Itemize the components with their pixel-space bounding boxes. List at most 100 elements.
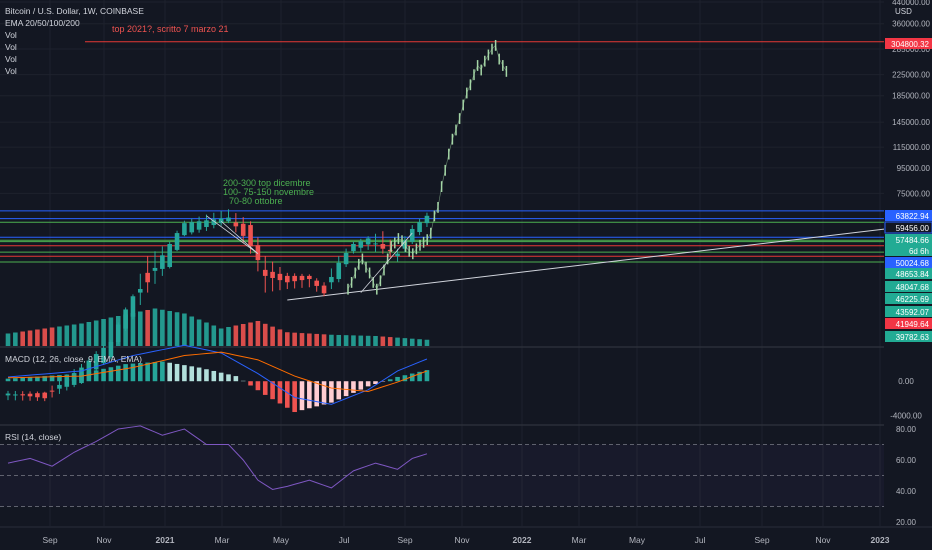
time-tick-label: 2023 bbox=[871, 535, 890, 545]
price-label-box bbox=[885, 331, 932, 342]
macd-histogram-bar bbox=[189, 366, 195, 382]
price-tick-label: 285000.00 bbox=[892, 45, 930, 54]
price-label-box bbox=[884, 221, 932, 234]
top-note-annotation[interactable]: top 2021?, scritto 7 marzo 21 bbox=[112, 24, 229, 34]
price-label-text: 41949.64 bbox=[896, 320, 930, 329]
macd-histogram-bar bbox=[152, 362, 158, 382]
price-label-text: 59456.00 bbox=[896, 224, 930, 233]
candle-body bbox=[329, 276, 334, 283]
drawing-lines[interactable] bbox=[206, 215, 259, 254]
time-tick-label: Mar bbox=[572, 535, 587, 545]
candle-body bbox=[42, 392, 48, 399]
macd-histogram-bar bbox=[262, 381, 268, 395]
volume-bar bbox=[79, 323, 84, 346]
candle-body bbox=[130, 296, 136, 317]
price-label-text: 48047.68 bbox=[896, 283, 930, 292]
macd-histogram-bar bbox=[71, 374, 77, 382]
candle-body bbox=[152, 267, 158, 271]
time-tick-label: May bbox=[273, 535, 290, 545]
volume-bar bbox=[42, 328, 48, 346]
volume-bar bbox=[182, 313, 187, 346]
volume-bar bbox=[218, 328, 224, 346]
target-annotation-3[interactable]: 70-80 ottobre bbox=[229, 196, 283, 206]
projection-path bbox=[347, 44, 507, 290]
main-legend: Bitcoin / U.S. Dollar, 1W, COINBASE EMA … bbox=[5, 5, 144, 77]
macd-histogram-bar bbox=[329, 381, 334, 403]
macd-histogram-bar bbox=[204, 369, 209, 382]
macd-histogram-bar bbox=[358, 381, 364, 390]
indicator-vol-2[interactable]: Vol bbox=[5, 42, 17, 52]
volume-bar bbox=[240, 324, 246, 346]
time-tick-label: Sep bbox=[42, 535, 57, 545]
macd-histogram-bar bbox=[160, 361, 165, 382]
candle-body bbox=[373, 243, 378, 245]
volume-bar bbox=[358, 335, 364, 346]
candle-body bbox=[115, 324, 121, 342]
drawing-lines[interactable] bbox=[360, 232, 413, 293]
macd-histogram-bar bbox=[108, 367, 114, 382]
symbol-title[interactable]: Bitcoin / U.S. Dollar, 1W, COINBASE bbox=[5, 6, 144, 16]
indicator-vol-3[interactable]: Vol bbox=[5, 54, 17, 64]
macd-histogram-bar bbox=[351, 381, 356, 393]
macd-histogram-bar bbox=[86, 371, 92, 382]
macd-histogram-bar bbox=[285, 381, 290, 408]
volume-bar bbox=[211, 325, 217, 346]
macd-histogram-bar bbox=[395, 376, 400, 382]
candle-body bbox=[160, 255, 165, 269]
volume-bars bbox=[5, 308, 430, 346]
time-tick-label: Nov bbox=[96, 535, 112, 545]
candle-body bbox=[182, 223, 187, 236]
volume-bar bbox=[5, 333, 11, 346]
price-label-box bbox=[885, 306, 932, 317]
price-label-text: 63822.94 bbox=[896, 212, 930, 221]
price-tick-label: 75000.00 bbox=[897, 189, 931, 198]
volume-bar bbox=[307, 333, 312, 346]
candle-body bbox=[226, 217, 231, 222]
rsi-title[interactable]: RSI (14, close) bbox=[5, 432, 62, 442]
rsi-tick-label: 80.00 bbox=[896, 425, 917, 434]
candle-body bbox=[255, 245, 261, 261]
macd-histogram-bar bbox=[314, 381, 319, 407]
candle-body bbox=[336, 262, 342, 280]
price-label-text: 39782.63 bbox=[896, 333, 930, 342]
price-tick-label: 185000.00 bbox=[892, 92, 930, 101]
macd-histogram-bar bbox=[343, 381, 349, 397]
volume-bar bbox=[299, 333, 305, 346]
target-annotation-1[interactable]: 200-300 top dicembre bbox=[223, 178, 311, 188]
volume-bar bbox=[314, 333, 319, 346]
volume-bar bbox=[343, 335, 349, 346]
candle-body bbox=[20, 394, 25, 396]
volume-bar bbox=[160, 309, 165, 346]
indicator-ema[interactable]: EMA 20/50/100/200 bbox=[5, 18, 80, 28]
price-label-text: 6d 6h bbox=[909, 247, 929, 256]
macd-histogram-bar bbox=[145, 362, 150, 382]
rsi-pane bbox=[0, 425, 884, 507]
indicator-vol-1[interactable]: Vol bbox=[5, 30, 17, 40]
macd-histogram-bar bbox=[211, 370, 217, 382]
macd-histogram-bar bbox=[57, 375, 62, 382]
macd-histogram-bar bbox=[321, 381, 327, 405]
trend-line[interactable] bbox=[287, 228, 885, 301]
target-annotation-2[interactable]: 100- 75-150 novembre bbox=[223, 187, 315, 197]
volume-bar bbox=[424, 339, 430, 346]
candle-body bbox=[262, 269, 268, 276]
time-axis: Sep Nov 2021 Mar May Jul Sep Nov 2022 Mar May Jul Se… bbox=[0, 526, 932, 545]
projection-candles bbox=[347, 39, 508, 295]
price-label-box bbox=[885, 293, 932, 304]
candle-body bbox=[424, 215, 430, 224]
macd-title[interactable]: MACD (12, 26, close, 9, EMA, EMA) bbox=[5, 354, 142, 364]
volume-bar bbox=[417, 339, 422, 346]
candle-body bbox=[233, 222, 239, 227]
volume-bar bbox=[373, 336, 378, 346]
indicator-vol-4[interactable]: Vol bbox=[5, 66, 17, 76]
currency-label: USD bbox=[895, 7, 912, 16]
candle-body bbox=[292, 275, 297, 282]
candle-body bbox=[365, 238, 371, 245]
time-tick-label: Mar bbox=[215, 535, 230, 545]
volume-bar bbox=[101, 319, 106, 346]
candle-body bbox=[101, 347, 106, 364]
macd-pane bbox=[5, 344, 430, 413]
macd-tick-label: -4000.00 bbox=[890, 411, 922, 420]
macd-histogram-bar bbox=[27, 377, 33, 382]
